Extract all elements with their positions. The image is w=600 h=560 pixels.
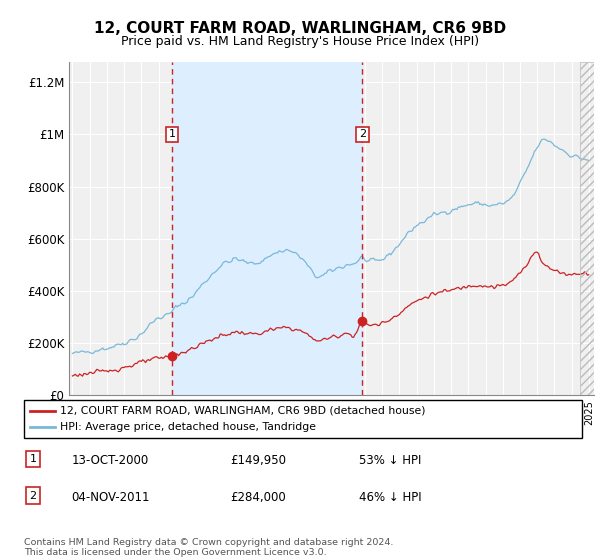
Text: HPI: Average price, detached house, Tandridge: HPI: Average price, detached house, Tand… — [60, 422, 316, 432]
Text: 2: 2 — [29, 491, 37, 501]
Text: 1: 1 — [29, 454, 37, 464]
Text: £149,950: £149,950 — [230, 454, 286, 467]
Text: 53% ↓ HPI: 53% ↓ HPI — [359, 454, 421, 467]
Text: 13-OCT-2000: 13-OCT-2000 — [71, 454, 149, 467]
Text: Price paid vs. HM Land Registry's House Price Index (HPI): Price paid vs. HM Land Registry's House … — [121, 35, 479, 48]
Text: 04-NOV-2011: 04-NOV-2011 — [71, 491, 150, 503]
Text: 12, COURT FARM ROAD, WARLINGHAM, CR6 9BD (detached house): 12, COURT FARM ROAD, WARLINGHAM, CR6 9BD… — [60, 405, 426, 416]
Text: 1: 1 — [169, 129, 176, 139]
Text: 46% ↓ HPI: 46% ↓ HPI — [359, 491, 421, 503]
Text: 12, COURT FARM ROAD, WARLINGHAM, CR6 9BD: 12, COURT FARM ROAD, WARLINGHAM, CR6 9BD — [94, 21, 506, 36]
Text: Contains HM Land Registry data © Crown copyright and database right 2024.
This d: Contains HM Land Registry data © Crown c… — [24, 538, 394, 557]
Text: £284,000: £284,000 — [230, 491, 286, 503]
Text: 2: 2 — [359, 129, 366, 139]
Bar — [172, 62, 362, 395]
